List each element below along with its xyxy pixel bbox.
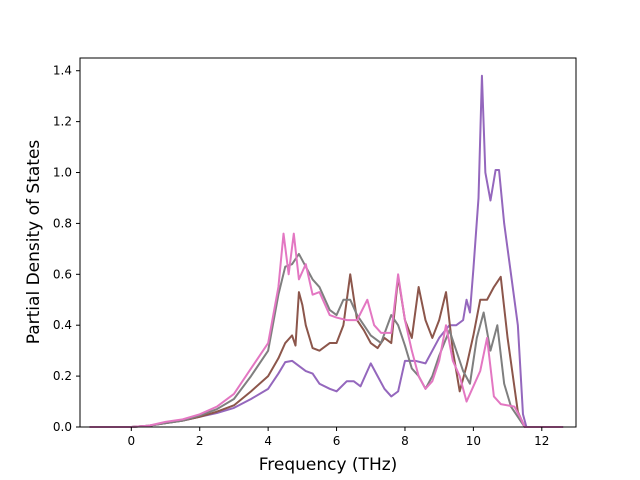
y-tick-label: 0.4	[53, 318, 72, 332]
x-tick-label: 4	[264, 434, 272, 448]
x-tick-label: 0	[127, 434, 135, 448]
x-tick-label: 6	[333, 434, 341, 448]
x-tick-label: 2	[196, 434, 204, 448]
y-axis-title: Partial Density of States	[24, 140, 44, 345]
y-tick-label: 0.2	[53, 369, 72, 383]
y-tick-label: 0.6	[53, 267, 72, 281]
x-tick-label: 8	[401, 434, 409, 448]
pdos-series-line-3	[89, 252, 564, 428]
y-tick-label: 0.0	[53, 420, 72, 434]
pdos-series-line-4	[89, 232, 564, 428]
x-tick-label: 10	[466, 434, 481, 448]
y-tick-label: 0.8	[53, 216, 72, 230]
y-tick-label: 1.4	[53, 64, 72, 78]
series-layer	[89, 74, 564, 428]
pdos-series-line-2	[89, 273, 564, 428]
y-tick-label: 1.0	[53, 166, 72, 180]
plot-frame	[79, 57, 577, 428]
y-tick-label: 1.2	[53, 115, 72, 129]
x-axis-title: Frequency (THz)	[259, 455, 398, 475]
pdos-series-line-1	[89, 74, 564, 428]
x-tick-label: 12	[534, 434, 549, 448]
tick-layer: 0 2 4 6 8 10 12 0.0 0.2 0.4 0.6 0.8 1.0 1.2 1.4	[53, 64, 550, 448]
